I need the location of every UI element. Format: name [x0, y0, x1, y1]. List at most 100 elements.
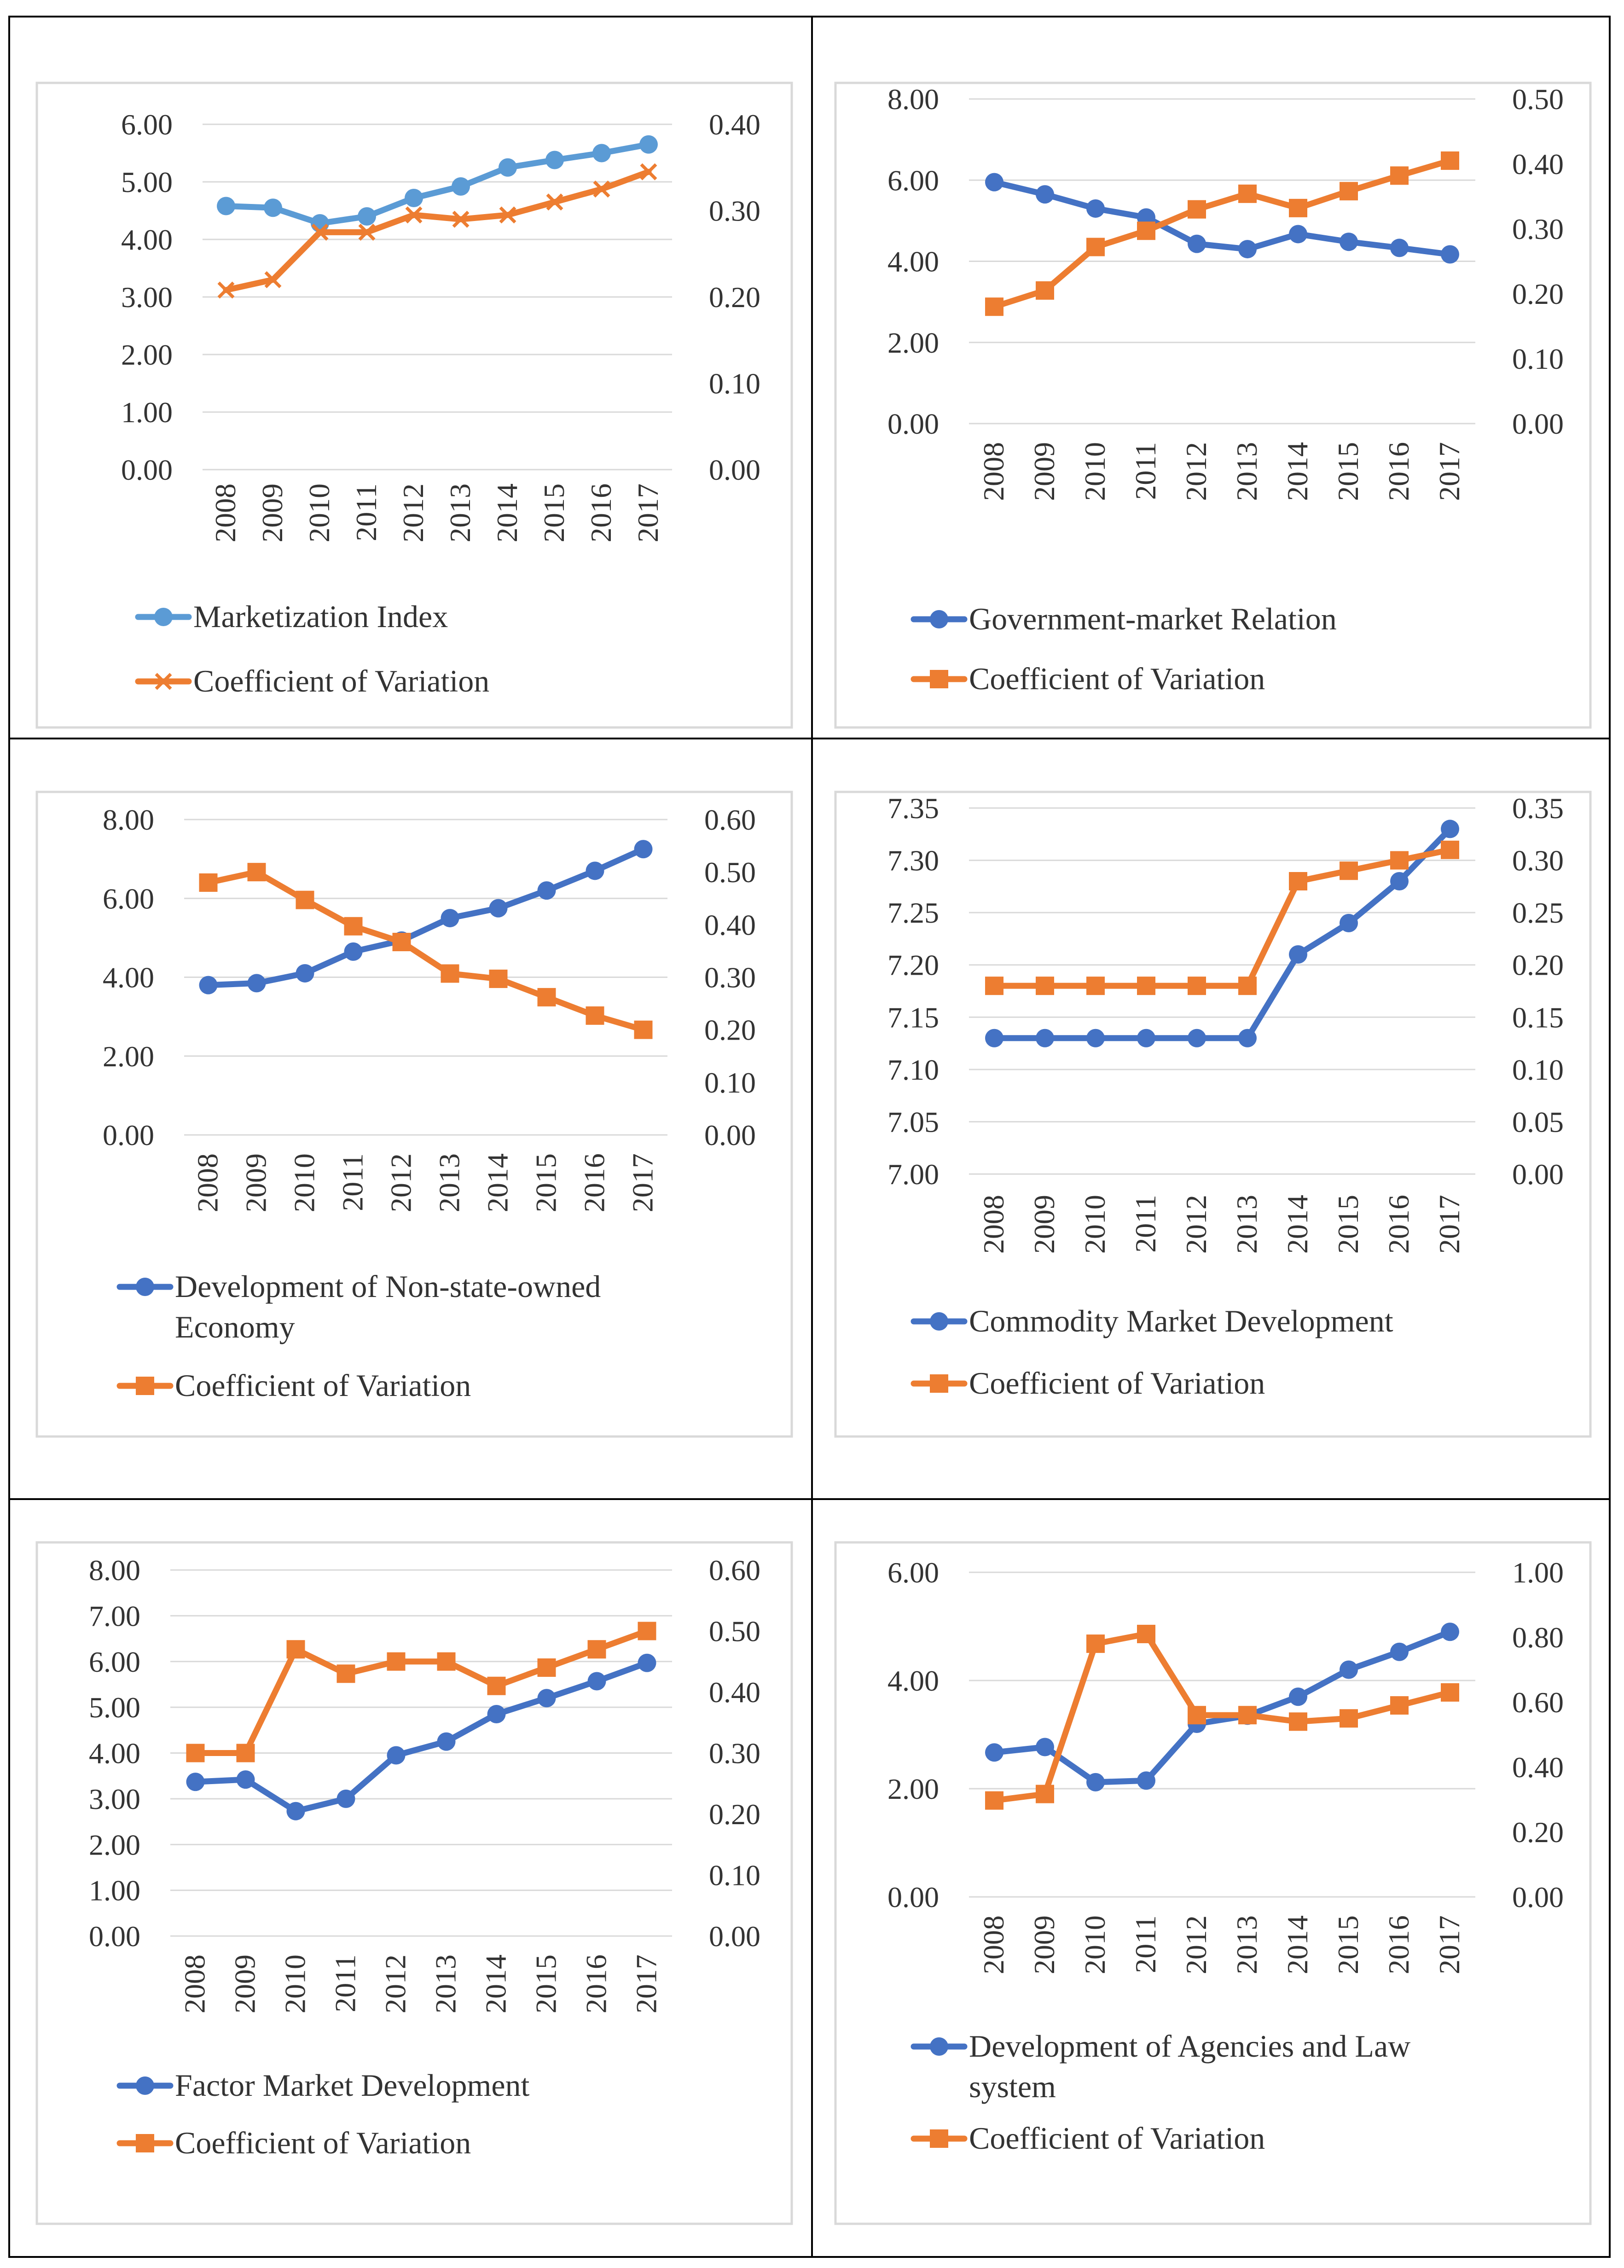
- legend-label: Coefficient of Variation: [969, 1366, 1265, 1401]
- right-axis-tick-label: 0.60: [1512, 1686, 1564, 1719]
- data-point-marker: [1340, 861, 1358, 880]
- legend-label: Development of Non-state-owned: [175, 1269, 601, 1304]
- x-axis-tick-label: 2016: [585, 483, 617, 542]
- x-axis-tick-label: 2017: [632, 483, 664, 542]
- data-point-marker: [587, 1672, 606, 1691]
- x-axis-tick-label: 2017: [626, 1153, 659, 1212]
- x-axis-tick-label: 2013: [433, 1153, 466, 1212]
- data-point-marker: [199, 873, 218, 892]
- right-axis-tick-label: 1.00: [1512, 1556, 1564, 1589]
- data-point-marker: [586, 1006, 604, 1025]
- right-axis-tick-label: 0.00: [1512, 1158, 1564, 1191]
- right-axis-tick-label: 0.60: [704, 803, 756, 836]
- right-axis-tick-label: 0.40: [1512, 1751, 1564, 1784]
- data-point-marker: [1036, 1029, 1054, 1047]
- left-axis-tick-label: 7.30: [887, 844, 939, 877]
- data-point-marker: [452, 210, 470, 228]
- x-axis-tick-label: 2015: [530, 1153, 563, 1212]
- data-point-marker: [1188, 200, 1206, 219]
- x-axis-tick-label: 2012: [1180, 1915, 1212, 1974]
- x-axis-tick-label: 2017: [1433, 1915, 1466, 1974]
- right-axis-tick-label: 0.40: [709, 1676, 760, 1709]
- data-point-marker: [593, 180, 610, 198]
- left-axis-tick-label: 2.00: [103, 1040, 154, 1073]
- series-line: [192, 1660, 650, 1814]
- data-point-marker: [336, 1789, 355, 1808]
- left-axis-tick-label: 7.15: [887, 1001, 939, 1034]
- right-axis-tick-label: 0.20: [709, 1798, 760, 1831]
- x-axis-tick-label: 2010: [1079, 1195, 1111, 1254]
- chart-government-market-relation: 0.00 2.00 4.00 6.00 8.00 0.00 0.10 0.20 0.30 0.40…: [831, 78, 1595, 732]
- data-point-marker: [634, 840, 653, 859]
- x-axis-tick-label: 2011: [1129, 442, 1162, 500]
- data-point-marker: [387, 1746, 406, 1765]
- legend-label: Coefficient of Variation: [175, 2125, 471, 2160]
- data-point-marker: [186, 1773, 205, 1791]
- x-axis-tick-label: 2012: [1180, 1195, 1212, 1254]
- x-axis-tick-label: 2011: [336, 1153, 369, 1211]
- left-axis-tick-label: 0.00: [103, 1119, 154, 1151]
- data-point-marker: [592, 144, 611, 163]
- x-axis-tick-label: 2016: [1382, 1195, 1415, 1254]
- series-line: [991, 847, 1453, 989]
- x-axis-tick-label: 2009: [1028, 1915, 1061, 1974]
- left-axis-tick-label: 7.25: [887, 896, 939, 929]
- data-point-marker: [930, 670, 948, 688]
- legend-label: Economy: [175, 1309, 295, 1344]
- x-axis-tick-label: 2013: [444, 483, 476, 542]
- right-axis-tick-label: 0.20: [1512, 1816, 1564, 1849]
- left-axis-tick-label: 8.00: [89, 1554, 140, 1587]
- x-axis-tick-label: 2015: [530, 1954, 563, 2013]
- data-point-marker: [387, 1652, 406, 1671]
- legend-label: Coefficient of Variation: [969, 2121, 1265, 2156]
- data-point-marker: [1441, 1683, 1459, 1702]
- left-axis-tick-label: 2.00: [887, 1773, 939, 1805]
- data-point-marker: [1188, 977, 1206, 995]
- data-point-marker: [136, 1377, 154, 1395]
- left-axis-tick-label: 8.00: [103, 803, 154, 836]
- data-point-marker: [437, 1732, 456, 1751]
- chart-commodity-market-development: 7.00 7.05 7.10 7.15 7.20 7.25 7.30 7.35 0.00 0.05…: [831, 787, 1595, 1441]
- data-point-marker: [1289, 198, 1307, 217]
- right-axis-tick-label: 0.50: [704, 856, 756, 889]
- x-axis-tick-label: 2012: [379, 1954, 412, 2013]
- data-point-marker: [537, 1689, 556, 1708]
- right-axis-tick-label: 0.40: [709, 108, 760, 141]
- x-axis-tick-label: 2010: [1079, 1915, 1111, 1974]
- data-point-marker: [1289, 945, 1307, 964]
- data-point-marker: [638, 1622, 656, 1640]
- left-axis-tick-label: 6.00: [121, 108, 173, 141]
- legend-label: Coefficient of Variation: [969, 661, 1265, 696]
- right-axis-tick-label: 0.00: [709, 1920, 760, 1953]
- x-axis-tick-label: 2010: [303, 483, 336, 542]
- data-point-marker: [136, 2076, 154, 2095]
- left-axis-tick-label: 4.00: [887, 1664, 939, 1697]
- data-point-marker: [405, 206, 423, 224]
- data-point-marker: [930, 610, 948, 628]
- legend-label: Development of Agencies and Law: [969, 2029, 1410, 2064]
- data-point-marker: [344, 942, 363, 961]
- data-point-marker: [489, 899, 508, 918]
- data-point-marker: [286, 1802, 305, 1820]
- left-axis-tick-label: 0.00: [887, 1881, 939, 1913]
- right-axis-tick-label: 0.40: [1512, 148, 1564, 180]
- data-point-marker: [1289, 225, 1307, 244]
- x-axis-tick-label: 2010: [1079, 442, 1111, 501]
- data-point-marker: [358, 223, 376, 241]
- data-point-marker: [1036, 1785, 1054, 1803]
- left-axis-tick-label: 4.00: [887, 245, 939, 278]
- right-axis-tick-label: 0.00: [709, 454, 760, 486]
- data-point-marker: [217, 197, 235, 215]
- data-point-marker: [1036, 1738, 1054, 1756]
- data-point-marker: [236, 1744, 255, 1762]
- chart-area-border: [35, 1541, 793, 2225]
- x-axis-tick-label: 2011: [329, 1954, 362, 2012]
- data-point-marker: [1441, 840, 1459, 859]
- data-point-marker: [1036, 185, 1054, 204]
- data-point-marker: [489, 969, 508, 988]
- x-axis-tick-label: 2013: [429, 1954, 462, 2013]
- data-point-marker: [1238, 240, 1257, 259]
- data-point-marker: [1086, 977, 1105, 995]
- data-point-marker: [186, 1744, 205, 1762]
- x-axis-tick-label: 2008: [977, 1195, 1010, 1254]
